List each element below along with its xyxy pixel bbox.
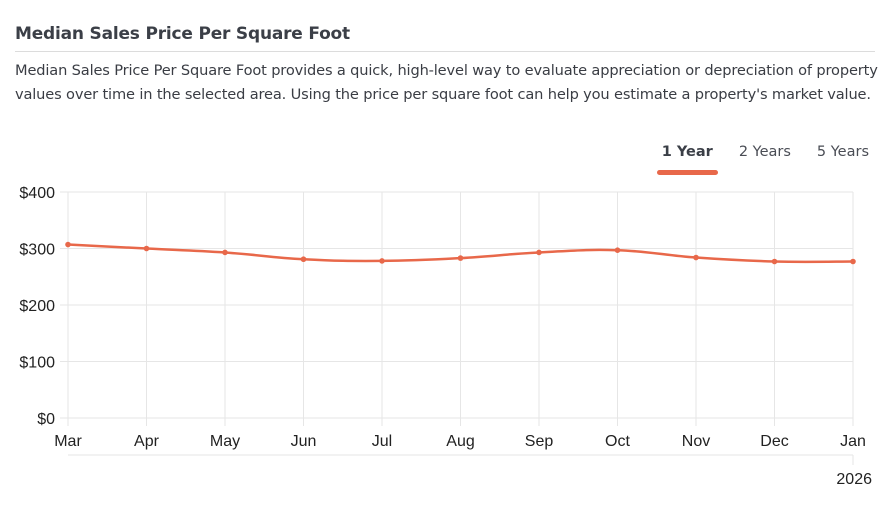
y-tick-label: $300 [19, 242, 55, 259]
data-point[interactable] [379, 258, 385, 264]
data-point[interactable] [850, 258, 856, 265]
chart-title: Median Sales Price Per Square Foot [15, 24, 350, 44]
x-tick-label: Mar [54, 433, 82, 450]
data-point[interactable] [222, 249, 228, 256]
x-tick-label: Jul [372, 433, 392, 450]
x-tick-label: Jan [840, 433, 866, 450]
x-axis: Mar Apr May Jun Jul Aug Sep Oct Nov Dec Jan [54, 433, 866, 450]
chart-description: Median Sales Price Per Square Foot provi… [15, 62, 878, 103]
y-tick-label: $200 [19, 298, 55, 315]
x-tick-label: Dec [760, 433, 788, 450]
x-tick-label: May [210, 433, 240, 450]
x-tick-label: Jun [291, 433, 317, 450]
tab-5-years[interactable]: 5 Years [816, 144, 869, 160]
range-tabs: 1 Year 2 Years 5 Years [656, 144, 869, 175]
data-point[interactable] [300, 256, 307, 263]
data-points [65, 241, 856, 265]
year-annotation: 2026 [836, 471, 872, 488]
y-tick-label: $100 [19, 355, 55, 372]
data-point[interactable] [693, 254, 699, 261]
data-point[interactable] [457, 255, 464, 261]
x-tick-label: Apr [134, 433, 160, 450]
x-tick-label: Sep [525, 433, 554, 450]
x-tick-label: Aug [446, 433, 474, 450]
chart-grid [60, 191, 854, 465]
x-tick-label: Nov [682, 433, 710, 450]
tab-2-years[interactable]: 2 Years [738, 144, 791, 160]
data-point[interactable] [536, 249, 542, 256]
tab-1-year[interactable]: 1 Year [656, 144, 718, 175]
data-point[interactable] [65, 241, 71, 248]
data-point[interactable] [614, 247, 621, 253]
data-point[interactable] [143, 245, 150, 252]
y-tick-label: $0 [37, 411, 55, 428]
data-point[interactable] [771, 258, 778, 265]
title-divider [15, 51, 875, 52]
y-axis: $0 $100 $200 $300 $400 [19, 185, 55, 428]
x-tick-label: Oct [605, 433, 630, 450]
y-tick-label: $400 [19, 185, 55, 202]
